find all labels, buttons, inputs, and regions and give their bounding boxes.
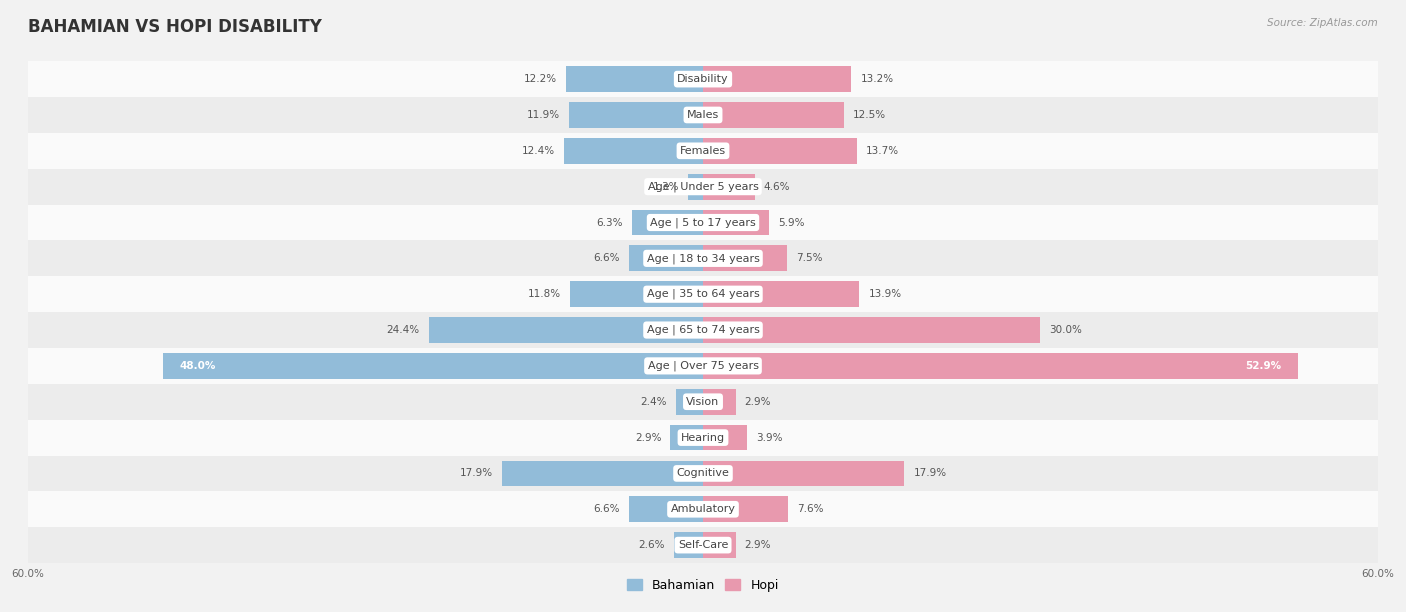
Bar bbox=[628, 496, 703, 522]
Text: 3.9%: 3.9% bbox=[756, 433, 782, 442]
Text: 52.9%: 52.9% bbox=[1246, 361, 1281, 371]
Bar bbox=[703, 532, 735, 558]
Text: 13.2%: 13.2% bbox=[860, 74, 894, 84]
Bar bbox=[703, 353, 1298, 379]
Text: 2.9%: 2.9% bbox=[745, 397, 770, 407]
Bar bbox=[28, 97, 1378, 133]
Bar bbox=[676, 389, 703, 415]
Bar bbox=[628, 245, 703, 271]
Bar bbox=[703, 389, 735, 415]
Text: BAHAMIAN VS HOPI DISABILITY: BAHAMIAN VS HOPI DISABILITY bbox=[28, 18, 322, 36]
Text: 12.2%: 12.2% bbox=[523, 74, 557, 84]
Text: Age | 35 to 64 years: Age | 35 to 64 years bbox=[647, 289, 759, 299]
Text: 30.0%: 30.0% bbox=[1049, 325, 1083, 335]
Text: 12.5%: 12.5% bbox=[852, 110, 886, 120]
Bar bbox=[569, 102, 703, 128]
Bar bbox=[703, 282, 859, 307]
Text: Self-Care: Self-Care bbox=[678, 540, 728, 550]
Bar bbox=[163, 353, 703, 379]
Text: Ambulatory: Ambulatory bbox=[671, 504, 735, 514]
Text: 2.9%: 2.9% bbox=[636, 433, 661, 442]
Text: Females: Females bbox=[681, 146, 725, 156]
Bar bbox=[703, 209, 769, 236]
Text: 48.0%: 48.0% bbox=[180, 361, 217, 371]
Text: 13.7%: 13.7% bbox=[866, 146, 900, 156]
Bar bbox=[565, 66, 703, 92]
Bar bbox=[28, 61, 1378, 97]
Bar bbox=[28, 455, 1378, 491]
Bar bbox=[28, 204, 1378, 241]
Text: 12.4%: 12.4% bbox=[522, 146, 554, 156]
Text: 2.4%: 2.4% bbox=[641, 397, 666, 407]
Bar bbox=[633, 209, 703, 236]
Bar bbox=[571, 282, 703, 307]
Text: Age | 18 to 34 years: Age | 18 to 34 years bbox=[647, 253, 759, 264]
Bar bbox=[673, 532, 703, 558]
Text: 6.6%: 6.6% bbox=[593, 504, 620, 514]
Text: Age | Over 75 years: Age | Over 75 years bbox=[648, 360, 758, 371]
Bar bbox=[703, 138, 858, 164]
Bar bbox=[703, 66, 852, 92]
Text: 24.4%: 24.4% bbox=[387, 325, 419, 335]
Legend: Bahamian, Hopi: Bahamian, Hopi bbox=[623, 574, 783, 597]
Bar bbox=[28, 384, 1378, 420]
Text: Hearing: Hearing bbox=[681, 433, 725, 442]
Text: 7.6%: 7.6% bbox=[797, 504, 824, 514]
Text: Age | Under 5 years: Age | Under 5 years bbox=[648, 181, 758, 192]
Bar bbox=[502, 460, 703, 487]
Text: 4.6%: 4.6% bbox=[763, 182, 790, 192]
Text: 11.8%: 11.8% bbox=[529, 289, 561, 299]
Text: Vision: Vision bbox=[686, 397, 720, 407]
Text: 2.9%: 2.9% bbox=[745, 540, 770, 550]
Bar bbox=[28, 133, 1378, 169]
Text: 6.3%: 6.3% bbox=[596, 217, 623, 228]
Bar bbox=[28, 491, 1378, 527]
Bar bbox=[429, 317, 703, 343]
Text: Age | 5 to 17 years: Age | 5 to 17 years bbox=[650, 217, 756, 228]
Text: 17.9%: 17.9% bbox=[460, 468, 492, 479]
Bar bbox=[703, 174, 755, 200]
Text: 1.3%: 1.3% bbox=[652, 182, 679, 192]
Bar bbox=[703, 460, 904, 487]
Text: 7.5%: 7.5% bbox=[796, 253, 823, 263]
Text: 5.9%: 5.9% bbox=[779, 217, 804, 228]
Bar bbox=[703, 317, 1040, 343]
Text: 6.6%: 6.6% bbox=[593, 253, 620, 263]
Bar bbox=[28, 348, 1378, 384]
Text: 17.9%: 17.9% bbox=[914, 468, 946, 479]
Bar bbox=[28, 169, 1378, 204]
Bar bbox=[703, 102, 844, 128]
Text: Males: Males bbox=[688, 110, 718, 120]
Bar bbox=[703, 496, 789, 522]
Text: Age | 65 to 74 years: Age | 65 to 74 years bbox=[647, 325, 759, 335]
Bar bbox=[28, 312, 1378, 348]
Bar bbox=[564, 138, 703, 164]
Bar bbox=[28, 527, 1378, 563]
Bar bbox=[689, 174, 703, 200]
Bar bbox=[28, 420, 1378, 455]
Text: Cognitive: Cognitive bbox=[676, 468, 730, 479]
Text: Disability: Disability bbox=[678, 74, 728, 84]
Bar bbox=[671, 425, 703, 450]
Text: Source: ZipAtlas.com: Source: ZipAtlas.com bbox=[1267, 18, 1378, 28]
Text: 11.9%: 11.9% bbox=[527, 110, 560, 120]
Bar bbox=[28, 276, 1378, 312]
Text: 2.6%: 2.6% bbox=[638, 540, 665, 550]
Bar bbox=[703, 425, 747, 450]
Bar bbox=[28, 241, 1378, 276]
Text: 13.9%: 13.9% bbox=[869, 289, 901, 299]
Bar bbox=[703, 245, 787, 271]
